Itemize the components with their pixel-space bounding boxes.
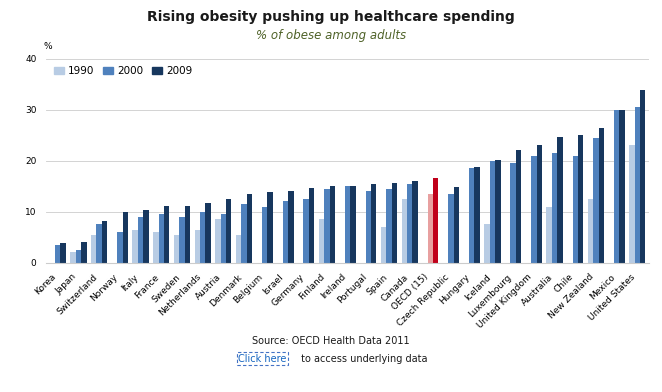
Text: Source: OECD Health Data 2011: Source: OECD Health Data 2011: [252, 336, 410, 346]
Bar: [365, 191, 371, 263]
Bar: [179, 217, 185, 263]
Bar: [288, 191, 293, 263]
Text: %: %: [43, 42, 52, 51]
Bar: [537, 145, 542, 263]
Bar: [330, 186, 335, 263]
Bar: [469, 169, 475, 263]
Bar: [75, 250, 81, 263]
Bar: [552, 153, 557, 263]
Bar: [267, 192, 273, 263]
Bar: [640, 91, 645, 263]
Bar: [242, 204, 247, 263]
Bar: [91, 234, 97, 263]
Bar: [132, 229, 138, 263]
Bar: [588, 199, 593, 263]
Legend: 1990, 2000, 2009: 1990, 2000, 2009: [52, 64, 195, 78]
Bar: [81, 242, 87, 263]
Bar: [236, 234, 242, 263]
Bar: [620, 110, 625, 263]
Bar: [319, 220, 324, 263]
Bar: [578, 135, 583, 263]
Bar: [557, 137, 563, 263]
Bar: [262, 207, 267, 263]
Bar: [630, 145, 635, 263]
Bar: [448, 194, 453, 263]
Bar: [205, 203, 211, 263]
Bar: [309, 188, 314, 263]
Bar: [143, 210, 148, 263]
Bar: [158, 214, 164, 263]
Text: to access underlying data: to access underlying data: [298, 354, 428, 364]
Bar: [510, 163, 516, 263]
Bar: [220, 214, 226, 263]
Bar: [547, 207, 552, 263]
Bar: [185, 205, 190, 263]
Bar: [70, 252, 75, 263]
Bar: [402, 199, 407, 263]
Text: Click here: Click here: [238, 354, 287, 364]
Bar: [303, 199, 309, 263]
Bar: [635, 107, 640, 263]
Bar: [386, 189, 392, 263]
Bar: [102, 221, 107, 263]
Bar: [117, 232, 122, 263]
Bar: [490, 161, 495, 263]
Bar: [516, 150, 521, 263]
Bar: [428, 194, 433, 263]
Bar: [350, 186, 355, 263]
Bar: [153, 232, 158, 263]
Bar: [345, 186, 350, 263]
Bar: [453, 187, 459, 263]
Bar: [215, 220, 220, 263]
Bar: [381, 227, 386, 263]
Bar: [392, 183, 397, 263]
Bar: [614, 110, 620, 263]
Bar: [593, 138, 598, 263]
Bar: [200, 212, 205, 263]
Bar: [164, 205, 169, 263]
Bar: [226, 200, 232, 263]
Bar: [138, 217, 143, 263]
Bar: [412, 181, 418, 263]
Bar: [324, 189, 330, 263]
Text: % of obese among adults: % of obese among adults: [256, 29, 406, 42]
Bar: [122, 212, 128, 263]
Bar: [475, 167, 480, 263]
Bar: [433, 178, 438, 263]
Bar: [485, 224, 490, 263]
Bar: [598, 127, 604, 263]
Bar: [407, 183, 412, 263]
Bar: [174, 234, 179, 263]
Bar: [55, 245, 60, 263]
Bar: [247, 194, 252, 263]
Bar: [371, 184, 376, 263]
Bar: [495, 160, 500, 263]
Bar: [97, 224, 102, 263]
Text: Rising obesity pushing up healthcare spending: Rising obesity pushing up healthcare spe…: [147, 10, 515, 24]
Bar: [195, 229, 200, 263]
Bar: [283, 201, 288, 263]
Bar: [60, 243, 66, 263]
Bar: [531, 156, 537, 263]
Bar: [573, 156, 578, 263]
